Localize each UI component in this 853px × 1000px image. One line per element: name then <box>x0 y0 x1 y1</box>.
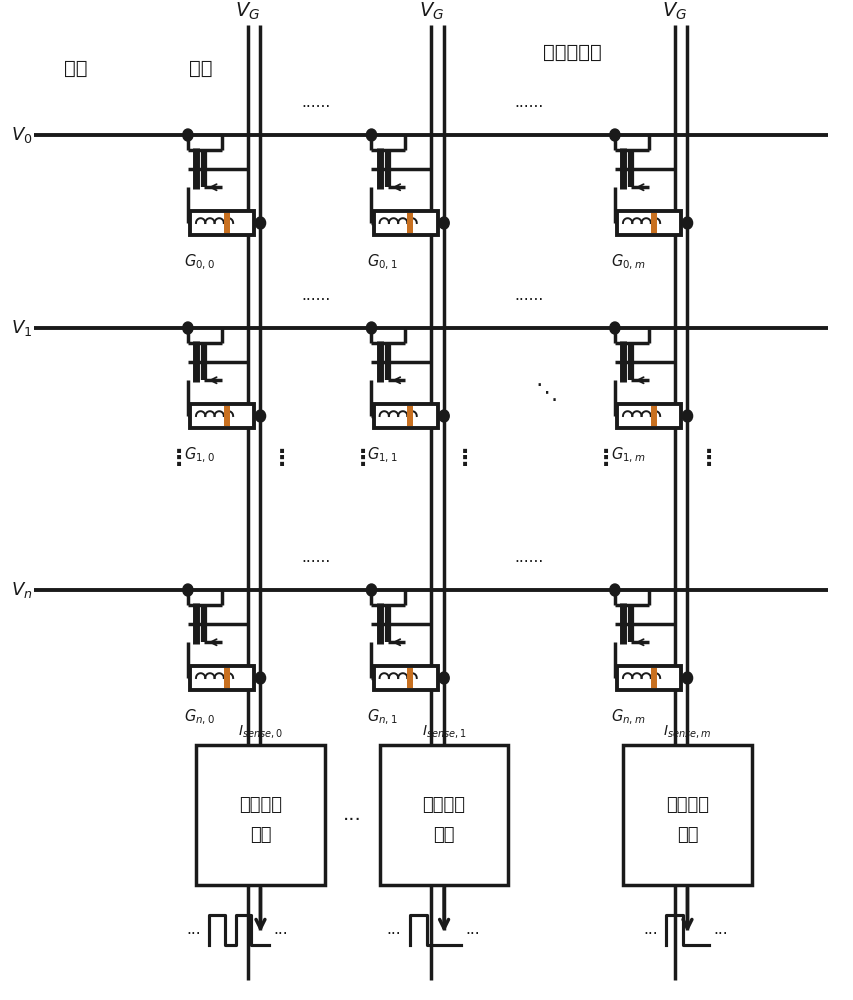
Circle shape <box>682 217 692 229</box>
Text: ⋮: ⋮ <box>351 449 374 469</box>
Text: 电流读出: 电流读出 <box>239 796 281 814</box>
Circle shape <box>366 584 376 596</box>
Circle shape <box>682 410 692 422</box>
Text: 栎压控制线: 栎压控制线 <box>543 42 601 62</box>
Text: $V_1$: $V_1$ <box>11 318 32 338</box>
Text: ⋮: ⋮ <box>454 449 476 469</box>
Text: $V_n$: $V_n$ <box>11 580 32 600</box>
Text: ⋮: ⋮ <box>270 449 293 469</box>
Text: $G_{n,1}$: $G_{n,1}$ <box>367 708 397 727</box>
Text: ......: ...... <box>514 95 543 110</box>
Text: $I_{sense,0}$: $I_{sense,0}$ <box>238 723 282 740</box>
Text: 行线: 行线 <box>64 58 88 78</box>
Circle shape <box>438 410 449 422</box>
Circle shape <box>438 672 449 684</box>
Text: ...: ... <box>273 922 287 938</box>
Text: ...: ... <box>186 922 200 938</box>
Text: ⋱: ⋱ <box>535 383 557 403</box>
Bar <box>223 668 229 688</box>
Bar <box>196 745 324 885</box>
Bar <box>617 666 681 690</box>
Text: 电路: 电路 <box>432 826 455 844</box>
Text: ...: ... <box>465 922 479 938</box>
Text: $G_{0,m}$: $G_{0,m}$ <box>610 253 644 272</box>
Circle shape <box>609 584 619 596</box>
Circle shape <box>682 672 692 684</box>
Bar <box>223 406 229 426</box>
Circle shape <box>183 584 193 596</box>
Text: $V_G$: $V_G$ <box>661 1 687 22</box>
Text: ...: ... <box>712 922 727 938</box>
Circle shape <box>366 129 376 141</box>
Bar <box>407 213 413 233</box>
Bar <box>374 404 438 428</box>
Text: $G_{n,0}$: $G_{n,0}$ <box>183 708 214 727</box>
Text: ...: ... <box>642 922 657 938</box>
Text: ⋮: ⋮ <box>168 449 190 469</box>
Circle shape <box>609 129 619 141</box>
Text: ...: ... <box>343 806 361 824</box>
Bar <box>650 213 656 233</box>
Bar <box>374 211 438 235</box>
Bar <box>617 404 681 428</box>
Circle shape <box>366 322 376 334</box>
Bar <box>650 668 656 688</box>
Bar <box>623 745 751 885</box>
Text: $G_{1,m}$: $G_{1,m}$ <box>610 446 644 465</box>
Text: ......: ...... <box>301 550 330 565</box>
Text: ......: ...... <box>301 288 330 303</box>
Text: 电路: 电路 <box>676 826 698 844</box>
Text: $G_{1,0}$: $G_{1,0}$ <box>183 446 214 465</box>
Bar <box>374 666 438 690</box>
Text: 电流读出: 电流读出 <box>422 796 465 814</box>
Circle shape <box>183 322 193 334</box>
Bar <box>380 745 508 885</box>
Text: $G_{1,1}$: $G_{1,1}$ <box>367 446 397 465</box>
Text: $I_{sense,1}$: $I_{sense,1}$ <box>421 723 466 740</box>
Text: ......: ...... <box>514 550 543 565</box>
Text: $G_{n,m}$: $G_{n,m}$ <box>610 708 644 727</box>
Text: $V_G$: $V_G$ <box>235 1 260 22</box>
Text: ⋮: ⋮ <box>595 449 617 469</box>
Bar <box>650 406 656 426</box>
Bar <box>407 668 413 688</box>
Text: 列线: 列线 <box>189 58 212 78</box>
Circle shape <box>609 322 619 334</box>
Text: $G_{0,1}$: $G_{0,1}$ <box>367 253 397 272</box>
Text: ...: ... <box>386 922 401 938</box>
Circle shape <box>438 217 449 229</box>
Text: 电路: 电路 <box>249 826 271 844</box>
Text: ⋮: ⋮ <box>697 449 719 469</box>
Text: ......: ...... <box>301 95 330 110</box>
Text: $V_0$: $V_0$ <box>11 125 32 145</box>
Text: $I_{sense,m}$: $I_{sense,m}$ <box>663 723 711 740</box>
Bar <box>223 213 229 233</box>
Text: $G_{0,0}$: $G_{0,0}$ <box>183 253 214 272</box>
Text: 电流读出: 电流读出 <box>665 796 708 814</box>
Circle shape <box>183 129 193 141</box>
Circle shape <box>255 672 265 684</box>
Circle shape <box>255 217 265 229</box>
Bar <box>407 406 413 426</box>
Bar <box>617 211 681 235</box>
Bar <box>190 666 254 690</box>
Text: ......: ...... <box>514 288 543 303</box>
Bar <box>190 404 254 428</box>
Text: $V_G$: $V_G$ <box>418 1 444 22</box>
Circle shape <box>255 410 265 422</box>
Bar <box>190 211 254 235</box>
